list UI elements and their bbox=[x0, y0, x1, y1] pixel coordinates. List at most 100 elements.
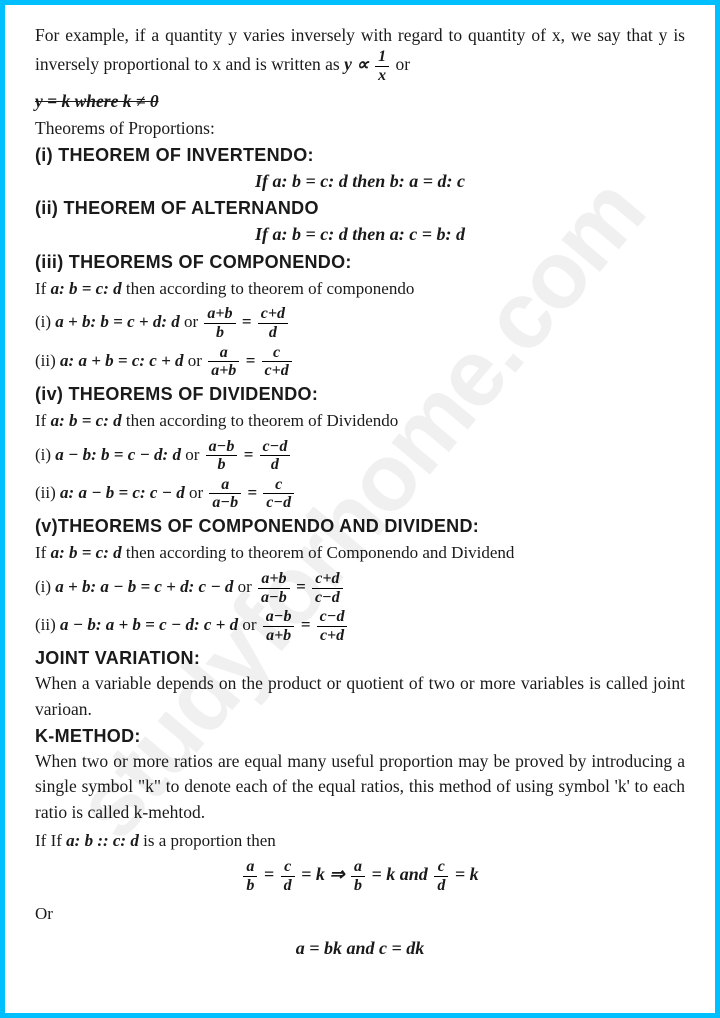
f4: cd bbox=[432, 858, 450, 894]
n: c−d bbox=[260, 438, 291, 457]
c: a: b :: c: d bbox=[66, 831, 139, 850]
theorem-3-i: (i) a + b: b = c + d: d or a+bb = c+dd bbox=[35, 305, 685, 341]
lbl: (ii) bbox=[35, 483, 60, 502]
n: c bbox=[262, 344, 292, 363]
e: = bbox=[239, 445, 257, 464]
f3: ab bbox=[349, 858, 367, 894]
theorems-heading: Theorems of Proportions: bbox=[35, 116, 685, 141]
f2: c+dc−d bbox=[310, 570, 345, 606]
theorem-5-lead: If a: b = c: d then according to theorem… bbox=[35, 539, 685, 568]
d: d bbox=[281, 877, 295, 895]
d: d bbox=[258, 324, 288, 342]
f1: a−bb bbox=[204, 438, 240, 474]
eq: a − b: b = c − d: d bbox=[55, 445, 181, 464]
f1: aa−b bbox=[207, 476, 243, 512]
theorem-4-ii: (ii) a: a − b = c: c − d or aa−b = cc−d bbox=[35, 476, 685, 512]
frac-1-x: 1x bbox=[373, 48, 391, 84]
f2: c−dd bbox=[258, 438, 293, 474]
k-method-heading: K-METHOD: bbox=[35, 726, 685, 747]
theorem-5-i: (i) a + b: a − b = c + d: c − d or a+ba−… bbox=[35, 570, 685, 606]
intro-paragraph: For example, if a quantity y varies inve… bbox=[35, 23, 685, 85]
t2: then according to theorem of Dividendo bbox=[122, 411, 399, 430]
d: a−b bbox=[258, 589, 290, 607]
n: a bbox=[243, 858, 257, 877]
t: If If bbox=[35, 831, 66, 850]
c: a: b = c: d bbox=[51, 411, 122, 430]
n: a bbox=[209, 476, 241, 495]
lbl: (ii) bbox=[35, 351, 60, 370]
theorem-4-i: (i) a − b: b = c − d: d or a−bb = c−dd bbox=[35, 438, 685, 474]
n: c bbox=[281, 858, 295, 877]
d: c+d bbox=[317, 627, 348, 645]
k-method-text: When two or more ratios are equal many u… bbox=[35, 749, 685, 825]
theorem-1-formula: If a: b = c: d then b: a = d: c bbox=[35, 168, 685, 194]
c: a: b = c: d bbox=[51, 543, 122, 562]
e: = bbox=[292, 577, 310, 596]
n: c+d bbox=[312, 570, 343, 589]
d: a+b bbox=[208, 362, 239, 380]
joint-variation-heading: JOINT VARIATION: bbox=[35, 648, 685, 669]
and: and bbox=[395, 864, 432, 884]
d: d bbox=[434, 877, 448, 895]
or: or bbox=[233, 577, 256, 596]
or: or bbox=[180, 312, 203, 331]
t: If bbox=[35, 279, 51, 298]
d: c+d bbox=[262, 362, 292, 380]
d: b bbox=[206, 456, 238, 474]
lbl: (i) bbox=[35, 312, 55, 331]
n: a+b bbox=[258, 570, 290, 589]
t2: then according to theorem of Componendo … bbox=[122, 543, 515, 562]
e: = bbox=[241, 351, 259, 370]
k-method-formula-2: a = bk and c = dk bbox=[35, 935, 685, 961]
f2: c−dc+d bbox=[315, 608, 350, 644]
f2: cc−d bbox=[261, 476, 296, 512]
lbl: (ii) bbox=[35, 615, 60, 634]
eq: a + b: a − b = c + d: c − d bbox=[55, 577, 233, 596]
or: or bbox=[185, 483, 208, 502]
theorem-3-ii: (ii) a: a + b = c: c + d or aa+b = cc+d bbox=[35, 344, 685, 380]
k1: = k bbox=[297, 864, 325, 884]
n: 1 bbox=[375, 48, 389, 67]
d: b bbox=[204, 324, 235, 342]
theorem-3-heading: (iii) THEOREMS OF COMPONENDO: bbox=[35, 252, 685, 273]
theorem-1-heading: (i) THEOREM OF INVERTENDO: bbox=[35, 145, 685, 166]
f2: cd bbox=[279, 858, 297, 894]
e: = bbox=[238, 312, 256, 331]
f1: aa+b bbox=[206, 344, 241, 380]
d: a−b bbox=[209, 494, 241, 512]
f2: c+dd bbox=[256, 305, 290, 341]
theorem-4-heading: (iv) THEOREMS OF DIVIDENDO: bbox=[35, 384, 685, 405]
d: a+b bbox=[263, 627, 295, 645]
n: c bbox=[263, 476, 294, 495]
n: c+d bbox=[258, 305, 288, 324]
theorem-2-formula: If a: b = c: d then a: c = b: d bbox=[35, 221, 685, 247]
t: If bbox=[35, 543, 51, 562]
t2: then according to theorem of componendo bbox=[122, 279, 415, 298]
d: c−d bbox=[263, 494, 294, 512]
k3: = k bbox=[450, 864, 478, 884]
n: a bbox=[208, 344, 239, 363]
n: c−d bbox=[317, 608, 348, 627]
or: or bbox=[181, 445, 204, 464]
n: a−b bbox=[263, 608, 295, 627]
joint-variation-text: When a variable depends on the product o… bbox=[35, 671, 685, 722]
k-method-formula-1: ab = cd = k ⇒ ab = k and cd = k bbox=[35, 858, 685, 894]
eq: a − b: a + b = c − d: c + d bbox=[60, 615, 238, 634]
d: d bbox=[260, 456, 291, 474]
or: or bbox=[184, 351, 207, 370]
intro-tail: or bbox=[391, 54, 410, 74]
struck-line: y = k where k ≠ 0 bbox=[35, 89, 685, 114]
or: or bbox=[238, 615, 261, 634]
t: If bbox=[35, 411, 51, 430]
d: b bbox=[351, 877, 365, 895]
k2: = k bbox=[367, 864, 395, 884]
lbl: (i) bbox=[35, 445, 55, 464]
f2: cc+d bbox=[260, 344, 294, 380]
eq: a: a + b = c: c + d bbox=[60, 351, 183, 370]
e: = bbox=[296, 615, 314, 634]
eq: a: a − b = c: c − d bbox=[60, 483, 185, 502]
theorem-5-heading: (v)THEOREMS OF COMPONENDO AND DIVIDEND: bbox=[35, 516, 685, 537]
or-label: Or bbox=[35, 902, 685, 927]
t2: is a proportion then bbox=[139, 831, 276, 850]
e: = bbox=[259, 864, 278, 884]
